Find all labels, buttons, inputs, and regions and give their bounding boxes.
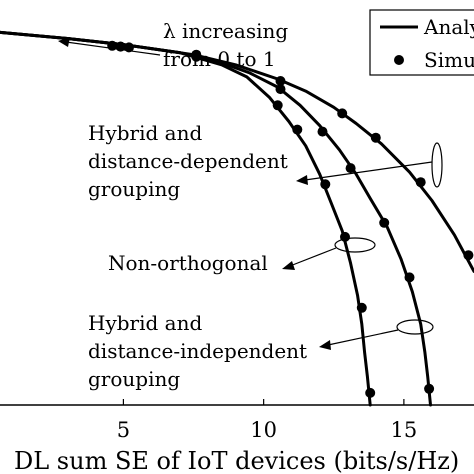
annotation-hd-line1: Hybrid and [88,121,202,145]
annotation-lambda-line1: λ increasing [163,19,288,43]
series-2-marker [379,217,390,228]
annotation-no-line1: Non-orthogonal [108,251,268,275]
annotation-hybrid-dependent: Hybrid and distance-dependent grouping [88,121,443,201]
legend-marker-swatch [394,55,404,65]
series-3-marker [365,387,376,398]
series-3-marker [356,302,367,313]
annotation-lambda-arrowhead [58,37,70,47]
legend-label-analytical: Analytical [423,15,474,39]
series-2-marker [404,272,415,283]
annotation-no-ellipse [334,237,376,253]
annotation-hi-line2: distance-independent [88,339,307,363]
series-3-marker [272,100,283,111]
series-3-marker [191,51,202,62]
annotation-hd-arrowhead [296,175,308,185]
marker-layer [107,40,474,398]
series-2-marker [424,383,435,394]
x-tick-label: 5 [117,418,130,442]
x-tick-label: 10 [250,418,277,442]
series-1-marker [370,132,381,143]
annotation-hi-arrow [327,329,399,346]
annotation-no-arrowhead [282,261,295,270]
series-2-marker [275,84,286,95]
series-3-marker [320,179,331,190]
series-1-marker [415,177,426,188]
x-tick-label: 15 [391,418,418,442]
annotation-lambda: λ increasing from 0 to 1 [58,19,288,71]
series-2-marker [345,163,356,174]
annotation-lambda-line2: from 0 to 1 [163,47,276,71]
legend: Analytical Simulation [369,9,474,76]
annotation-hi-line1: Hybrid and [88,311,202,335]
annotation-hi-line3: grouping [88,367,180,391]
annotation-hd-line2: distance-dependent [88,149,288,173]
series-line-3 [0,30,372,407]
series-2-marker [317,126,328,137]
annotation-hybrid-independent: Hybrid and distance-independent grouping [88,311,434,391]
annotation-hd-arrow [304,161,433,181]
annotation-non-orthogonal: Non-orthogonal [108,237,376,275]
annotation-lambda-arrow [65,41,161,56]
series-1-marker [275,76,286,86]
x-ticks [122,399,405,405]
annotation-hi-arrowhead [319,340,331,350]
legend-label-simulation: Simulation [424,48,474,72]
annotation-hd-line3: grouping [88,177,180,201]
series-1-marker [463,250,474,261]
annotation-hi-ellipse [396,319,434,335]
x-tick-labels: 5 10 15 [117,418,418,442]
x-axis-label: DL sum SE of IoT devices (bits/s/Hz) [14,447,459,474]
series-1-marker [337,108,348,119]
annotation-no-arrow [289,247,337,267]
series-3-marker [292,124,303,135]
annotation-hd-ellipse [431,142,443,188]
legend-box [369,9,474,76]
